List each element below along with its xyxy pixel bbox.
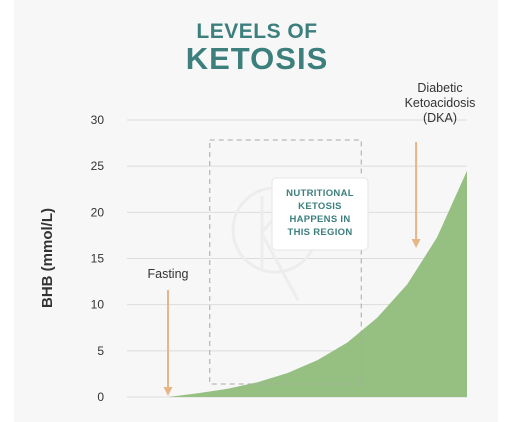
nutritional-ketosis-region: NUTRITIONAL KETOSIS HAPPENS IN THIS REGION bbox=[209, 139, 369, 385]
y-tick-label-5: 5 bbox=[97, 344, 104, 358]
dka-arrow-head bbox=[411, 239, 421, 248]
y-tick-label-30: 30 bbox=[91, 113, 105, 127]
area-series bbox=[168, 170, 467, 397]
y-tick-label-10: 10 bbox=[91, 298, 105, 312]
y-tick-label-15: 15 bbox=[91, 252, 105, 266]
area-fill bbox=[168, 170, 467, 397]
y-tick-label-25: 25 bbox=[91, 159, 105, 173]
annotation-dka-line-2: Ketoacidosis bbox=[405, 96, 476, 110]
annotation-dka-line-3: (DKA) bbox=[423, 111, 457, 125]
chart-title-line-2: KETOSIS bbox=[185, 41, 329, 76]
region-label-line-1: NUTRITIONAL bbox=[286, 188, 354, 199]
region-dashed-box bbox=[209, 139, 362, 385]
chart-title-line-1: LEVELS OF bbox=[196, 20, 318, 43]
region-label-line-2: KETOSIS bbox=[298, 201, 342, 212]
y-tick-label-0: 0 bbox=[97, 390, 104, 404]
y-axis-label: BHB (mmol/L) bbox=[39, 208, 56, 308]
annotation-dka-line-1: Diabetic bbox=[417, 81, 462, 95]
region-label-box bbox=[271, 177, 369, 251]
y-tick-label-20: 20 bbox=[91, 205, 105, 219]
y-tick-labels: 0 5 10 15 20 25 30 bbox=[91, 113, 105, 404]
annotation-fasting-line-1: Fasting bbox=[148, 267, 189, 281]
fasting-arrow-head bbox=[163, 387, 173, 396]
region-label-line-4: THIS REGION bbox=[287, 227, 352, 238]
region-label-line-3: HAPPENS IN bbox=[289, 214, 350, 225]
